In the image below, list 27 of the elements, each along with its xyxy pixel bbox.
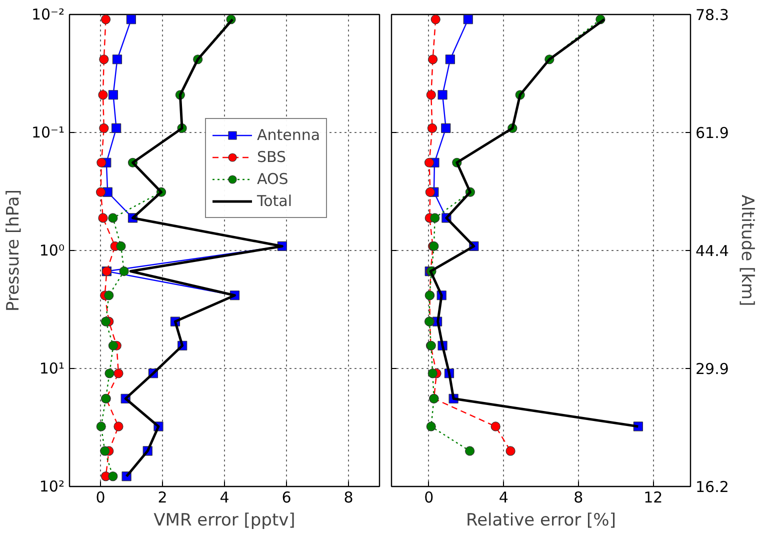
y-tick-label: 10¹ [39,360,65,378]
legend-label: Antenna [257,126,320,144]
text: 61.9 [696,124,729,142]
legend-label: AOS [257,170,288,188]
x-tick-label: 8 [574,488,584,506]
y-tick-label: 10² [39,478,65,496]
x-tick-label: 8 [344,488,354,506]
y-tick-label: 10⁻¹ [31,124,65,142]
text: 44.4 [696,242,729,260]
y-axis-title: Pressure [hPa] [3,190,24,312]
text: 16.2 [696,478,729,496]
legend-label: Total [257,192,292,210]
x-tick-label: 6 [282,488,292,506]
y2-axis-title: Altitude [km] [736,194,757,306]
y-tick-label: 10⁰ [39,242,65,260]
x-tick-label: 4 [220,488,230,506]
legend-label: SBS [257,148,286,166]
x-tick-label: 0 [96,488,106,506]
x-axis-title: VMR error [pptv] [154,510,296,530]
text: 29.9 [696,360,729,378]
x-tick-label: 2 [158,488,168,506]
x-tick-label: 0 [424,488,434,506]
y-tick-label: 10⁻² [31,6,65,24]
x-axis-title: Relative error [%] [466,510,616,530]
x-tick-label: 12 [644,488,663,506]
text: 78.3 [696,6,729,24]
x-tick-label: 4 [498,488,508,506]
